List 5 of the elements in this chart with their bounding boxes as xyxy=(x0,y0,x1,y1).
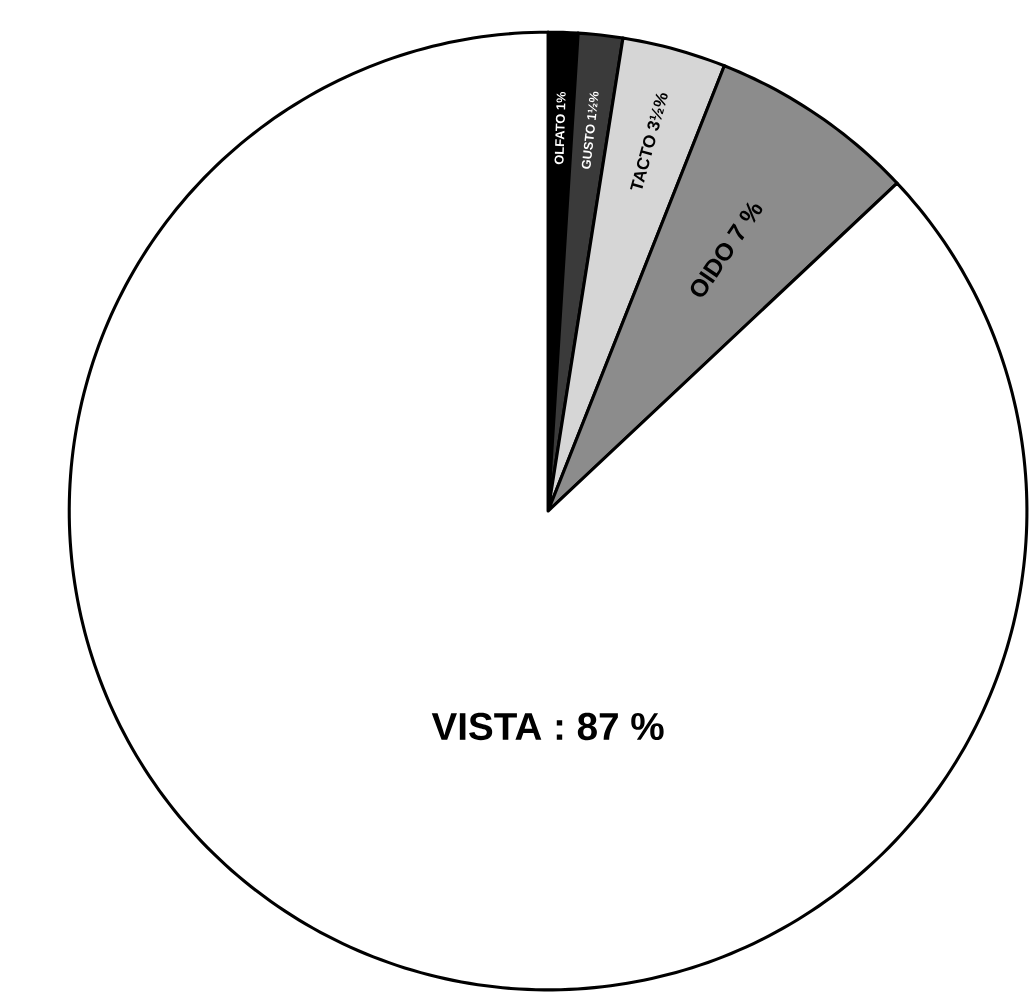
data-label: : 87 % xyxy=(556,712,664,740)
slice-label: VISTA xyxy=(431,712,542,740)
data-label: 7 % xyxy=(727,202,763,240)
slice-label: TACTO xyxy=(630,135,656,190)
data-label: 3½% xyxy=(647,92,668,131)
